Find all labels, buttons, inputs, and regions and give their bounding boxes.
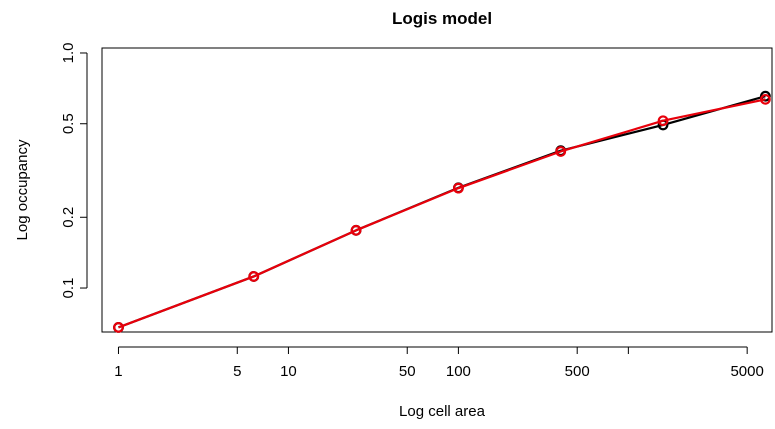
data-point [350, 224, 362, 236]
x-tick-label: 500 [565, 363, 590, 380]
x-tick-label: 50 [399, 363, 416, 380]
data-point [452, 182, 464, 194]
data-point [759, 93, 771, 105]
chart-title: Logis model [392, 9, 492, 28]
x-axis-label: Log cell area [399, 403, 486, 420]
y-axis: 0.1 0.2 0.5 1.0 [60, 43, 88, 299]
data-point [657, 115, 669, 127]
y-tick-label: 0.5 [60, 113, 77, 134]
y-axis-label: Log occupancy [14, 139, 31, 240]
series-1 [113, 90, 771, 333]
x-axis: 1 5 10 50 100 500 5000 [114, 346, 764, 380]
x-tick-label: 100 [446, 363, 471, 380]
plot-frame [101, 47, 773, 333]
x-tick-label: 5 [233, 363, 241, 380]
y-tick-label: 0.2 [60, 207, 77, 228]
y-tick-label: 0.1 [60, 278, 77, 299]
x-tick-label: 1 [114, 363, 122, 380]
x-tick-label: 10 [280, 363, 297, 380]
series-2 [113, 93, 771, 333]
series-line [118, 95, 766, 329]
x-tick-label: 5000 [730, 363, 763, 380]
data-point [555, 146, 567, 157]
series-line [118, 98, 766, 329]
data-point [248, 271, 260, 282]
y-tick-label: 1.0 [60, 43, 77, 64]
series-layer [113, 90, 771, 333]
data-point [113, 321, 124, 333]
